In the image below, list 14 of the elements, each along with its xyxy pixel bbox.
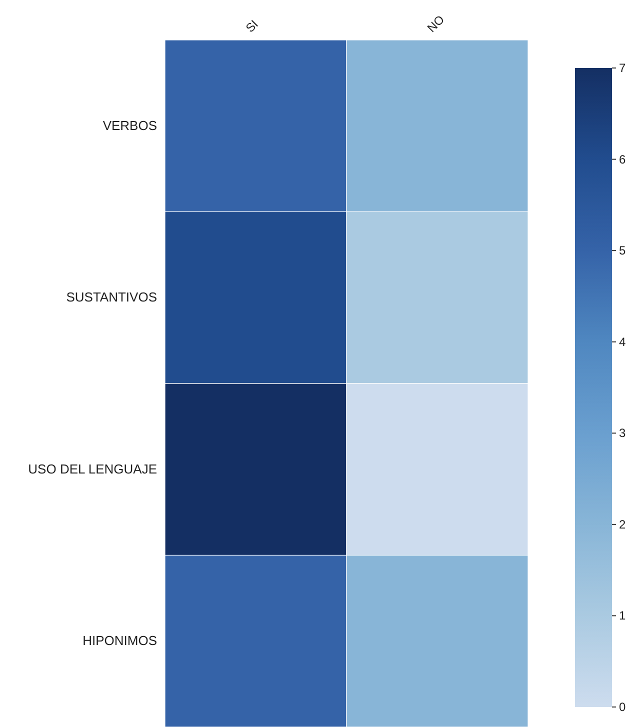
color-bar-label: 1 <box>619 608 626 623</box>
x-tick-label: SI <box>242 17 261 36</box>
y-tick-label: SUSTANTIVOS <box>66 290 158 305</box>
color-bar-label: 5 <box>619 244 626 258</box>
color-bar-label: 6 <box>619 152 626 166</box>
y-tick-label: HIPONIMOS <box>82 633 158 648</box>
x-tick-label: NO <box>424 12 448 36</box>
color-bar-label: 3 <box>619 426 626 440</box>
color-bar-label: 2 <box>619 517 626 532</box>
color-bar-label: 7 <box>619 61 626 75</box>
y-tick-label: USO DEL LENGUAJE <box>28 461 158 476</box>
y-tick-label: VERBOS <box>102 118 158 133</box>
color-bar-label: 0 <box>619 700 626 714</box>
color-bar-label: 4 <box>619 334 626 349</box>
